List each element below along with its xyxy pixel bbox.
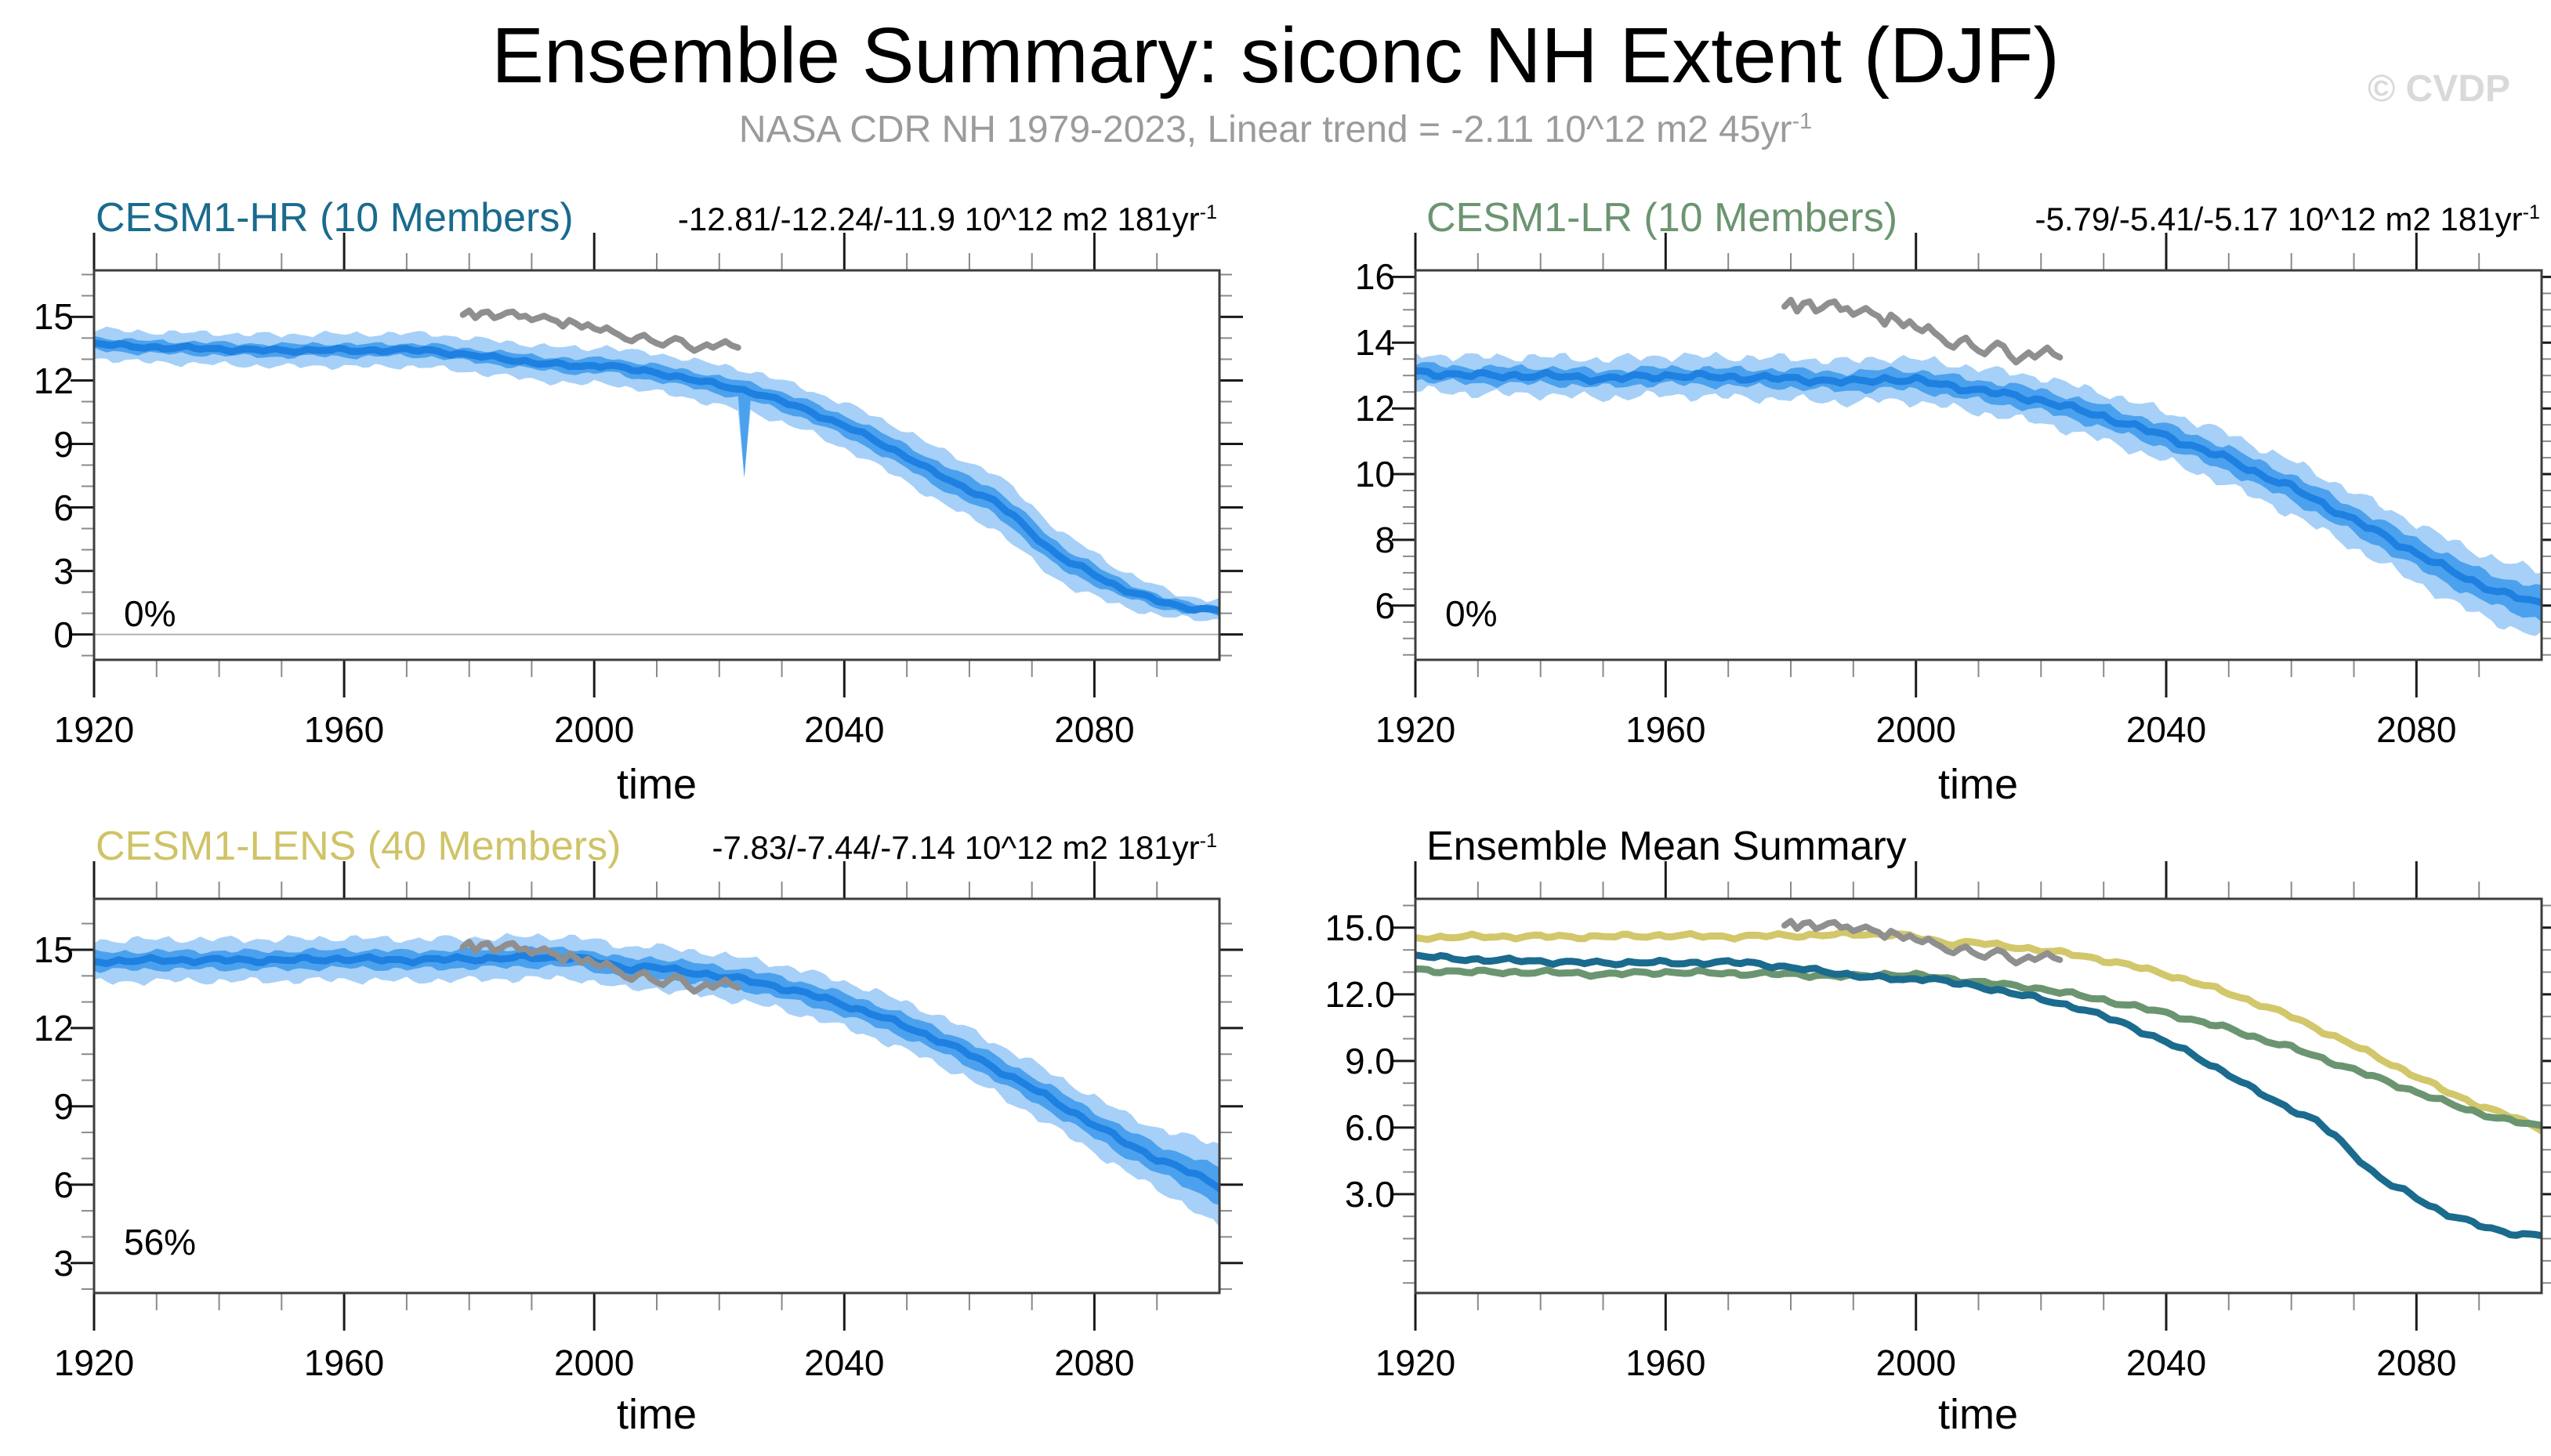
y-tick-label: 3 [53, 1242, 74, 1284]
trend-superscript: -1 [1199, 201, 1217, 223]
page-subtitle: NASA CDR NH 1979-2023, Linear trend = -2… [0, 108, 2551, 151]
x-tick-label: 2080 [2376, 709, 2457, 750]
y-tick-label: 12 [1354, 388, 1395, 429]
x-tick-label: 2080 [2376, 1342, 2457, 1383]
icefree-percent-label-lens: 56% [124, 1222, 197, 1262]
ensemble-interquartile-band [1415, 362, 2542, 622]
trend-text: -7.83/-7.44/-7.14 10^12 m2 181yr [712, 829, 1200, 866]
x-axis-title-lr: time [1937, 761, 2019, 808]
y-tick-label: 6.0 [1345, 1106, 1395, 1148]
x-tick-label: 2040 [804, 1342, 885, 1383]
x-tick-label: 2000 [1875, 709, 1956, 750]
series-line-hr [94, 339, 1219, 614]
panel-tr [1392, 233, 2551, 697]
panel-title-ensemble-mean-summary: Ensemble Mean Summary [1426, 824, 1907, 869]
x-axis-title-hr: time [616, 761, 698, 808]
panel-trend-cesm1-lens: -7.83/-7.44/-7.14 10^12 m2 181yr-1 [712, 829, 1218, 867]
y-tick-label: 9 [53, 1085, 74, 1127]
x-tick-label: 2040 [804, 709, 885, 750]
y-tick-label: 0 [53, 614, 74, 655]
y-tick-label: 14 [1354, 322, 1395, 364]
panel-title-cesm1-lr: CESM1-LR (10 Members) [1426, 195, 1898, 241]
plot-frame [92, 897, 1221, 1295]
cvdp-watermark: © CVDP [2367, 68, 2510, 110]
panel-title-cesm1-hr: CESM1-HR (10 Members) [96, 195, 574, 241]
plot-frame [1414, 897, 2543, 1295]
x-tick-label: 2000 [554, 709, 635, 750]
x-tick-label: 1960 [303, 709, 385, 750]
x-axis-title-lens: time [616, 1391, 698, 1438]
x-tick-label: 2000 [1875, 1342, 1956, 1383]
y-tick-label: 9.0 [1345, 1040, 1395, 1081]
series-line-obs [1781, 296, 2064, 366]
y-tick-label: 15.0 [1324, 907, 1395, 948]
series-line-lr [1415, 965, 2542, 1129]
series-line-obs [459, 307, 741, 354]
x-tick-label: 1960 [1625, 1342, 1706, 1383]
plot-frame [1414, 269, 2543, 661]
ensemble-interquartile-band [94, 335, 1219, 617]
series-line-obs [459, 939, 741, 995]
y-tick-label: 12 [33, 1007, 74, 1049]
panel-bl [71, 861, 1243, 1331]
y-tick-label: 12 [33, 360, 74, 401]
y-tick-label: 15 [33, 929, 74, 970]
series-line-lens [94, 951, 1219, 1193]
y-tick-label: 6 [1375, 585, 1395, 626]
x-tick-label: 1920 [53, 709, 135, 750]
panel-br [1392, 861, 2551, 1331]
x-tick-label: 1960 [303, 1342, 385, 1383]
x-tick-label: 2040 [2125, 709, 2207, 750]
x-tick-label: 2080 [1054, 709, 1135, 750]
subtitle-superscript: -1 [1792, 109, 1813, 134]
plot-frame [92, 269, 1221, 661]
y-tick-label: 8 [1375, 519, 1395, 560]
ensemble-interquartile-band [94, 946, 1219, 1205]
page-title: Ensemble Summary: siconc NH Extent (DJF) [491, 12, 2060, 100]
y-tick-label: 6 [53, 487, 74, 528]
y-tick-label: 9 [53, 423, 74, 465]
y-tick-label: 15 [33, 296, 74, 338]
trend-text: -12.81/-12.24/-11.9 10^12 m2 181yr [677, 201, 1200, 237]
panel-tl [71, 233, 1243, 697]
icefree-percent-label-hr: 0% [124, 593, 176, 634]
series-line-lr [1415, 367, 2542, 607]
x-tick-label: 1920 [53, 1342, 135, 1383]
series-line-hr [1415, 951, 2542, 1240]
y-tick-label: 16 [1354, 256, 1395, 298]
x-tick-label: 1920 [1375, 709, 1456, 750]
trend-text: -5.79/-5.41/-5.17 10^12 m2 181yr [2035, 201, 2523, 237]
x-tick-label: 1920 [1375, 1342, 1456, 1383]
subtitle-text: NASA CDR NH 1979-2023, Linear trend = -2… [738, 109, 1792, 150]
panel-title-cesm1-lens: CESM1-LENS (40 Members) [96, 824, 621, 869]
y-tick-label: 12.0 [1324, 973, 1395, 1015]
y-tick-label: 3.0 [1345, 1173, 1395, 1215]
y-tick-label: 6 [53, 1164, 74, 1205]
x-tick-label: 1960 [1625, 709, 1706, 750]
x-tick-label: 2040 [2125, 1342, 2207, 1383]
y-tick-label: 10 [1354, 454, 1395, 494]
trend-superscript: -1 [1199, 830, 1217, 852]
series-line-lens [1415, 929, 2542, 1135]
panel-trend-cesm1-hr: -12.81/-12.24/-11.9 10^12 m2 181yr-1 [678, 201, 1217, 238]
panel-trend-cesm1-lr: -5.79/-5.41/-5.17 10^12 m2 181yr-1 [2035, 201, 2541, 238]
y-tick-label: 3 [53, 550, 74, 592]
x-axis-title-summary: time [1937, 1391, 2019, 1438]
icefree-percent-label-lr: 0% [1445, 593, 1498, 634]
series-line-obs [1781, 918, 2064, 967]
x-tick-label: 2080 [1054, 1342, 1135, 1383]
trend-superscript: -1 [2522, 201, 2540, 223]
x-tick-label: 2000 [554, 1342, 635, 1383]
